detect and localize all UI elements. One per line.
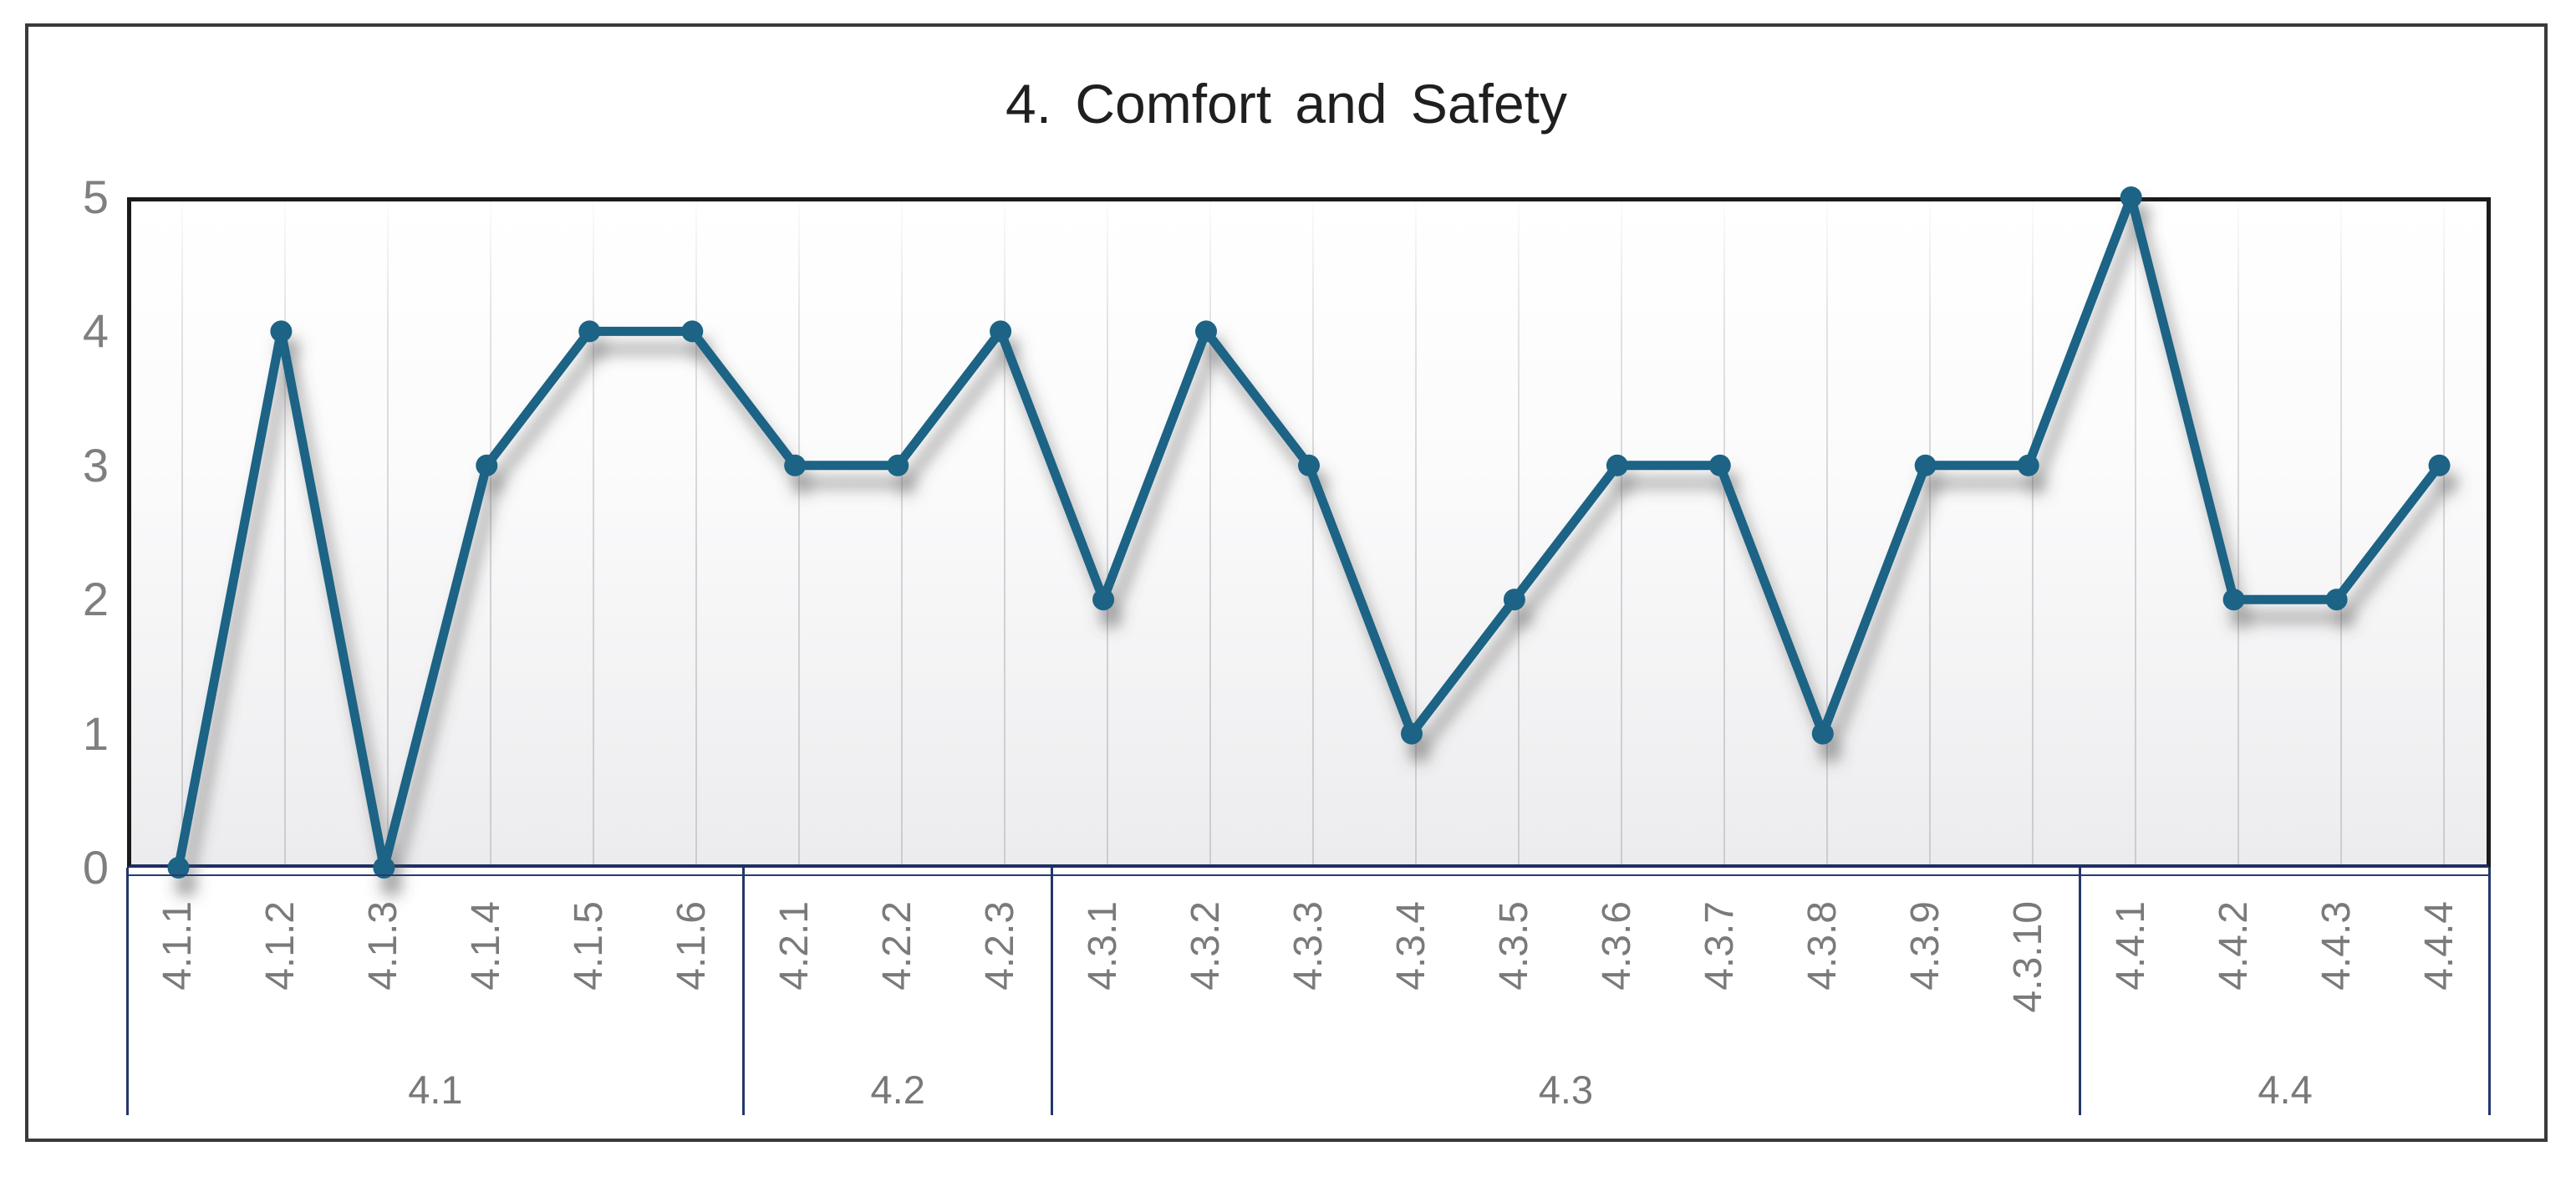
x-category-label: 4.3.9: [1902, 901, 1947, 991]
group-separator: [742, 868, 746, 1115]
gridline: [2237, 201, 2239, 864]
gridline: [1620, 201, 1622, 864]
group-label: 4.2: [870, 1067, 925, 1112]
data-point-marker: [270, 320, 293, 343]
group-separator: [125, 868, 129, 1115]
data-point-marker: [578, 320, 601, 343]
group-label: 4.1: [408, 1067, 463, 1112]
gridline: [1928, 201, 1931, 864]
series-line: [174, 192, 2444, 873]
x-category-label: 4.3.4: [1388, 901, 1433, 991]
group-label: 4.3: [1538, 1067, 1594, 1112]
gridline: [1517, 201, 1520, 864]
x-category-label: 4.3.7: [1697, 901, 1742, 991]
category-axis-underline: [127, 874, 2491, 876]
x-category-label: 4.3.3: [1286, 901, 1331, 991]
data-point-marker: [1092, 588, 1115, 611]
group-separator: [1051, 868, 1054, 1115]
gridline: [1209, 201, 1212, 864]
data-point-marker: [1298, 454, 1320, 476]
x-category-label: 4.3.1: [1081, 901, 1126, 991]
data-point-marker: [476, 454, 498, 476]
x-category-label: 4.3.2: [1184, 901, 1229, 991]
plot-area: [127, 197, 2491, 868]
chart-figure: 4. Comfort and Safety 5 4 3 2 1 0 4.1.1 4.1.2 4…: [25, 23, 2548, 1142]
gridline: [2339, 201, 2342, 864]
x-category-label: 4.1.2: [258, 901, 303, 991]
gridline: [593, 201, 595, 864]
group-label: 4.4: [2258, 1067, 2313, 1112]
gridline: [181, 201, 184, 864]
y-tick-label: 1: [82, 706, 109, 760]
data-point-marker: [2120, 186, 2142, 208]
data-point-marker: [784, 454, 807, 476]
data-point-marker: [1401, 722, 1423, 745]
x-category-label: 4.1.5: [567, 901, 612, 991]
data-point-marker: [1195, 320, 1217, 343]
gridline: [1414, 201, 1417, 864]
data-point-marker: [373, 857, 395, 879]
x-category-label: 4.4.4: [2416, 901, 2461, 991]
gridline: [1825, 201, 1828, 864]
y-tick-label: 0: [82, 841, 109, 894]
group-separator: [2488, 868, 2491, 1115]
gridline: [2031, 201, 2034, 864]
y-tick-label: 3: [82, 438, 109, 492]
y-tick-label: 5: [82, 171, 109, 223]
data-point-marker: [681, 320, 704, 343]
gridline: [2442, 201, 2445, 864]
gridline: [901, 201, 904, 864]
x-category-label: 4.3.10: [2005, 901, 2050, 1013]
group-separator: [2078, 868, 2081, 1115]
x-category-label: 4.3.8: [1800, 901, 1845, 991]
x-category-label: 4.4.1: [2108, 901, 2153, 991]
data-point-marker: [2325, 588, 2348, 611]
data-point-marker: [1914, 454, 1937, 476]
data-point-marker: [2222, 588, 2245, 611]
gridline: [1004, 201, 1006, 864]
data-point-marker: [2017, 454, 2039, 476]
x-category-label: 4.1.1: [155, 901, 201, 991]
gridline: [1107, 201, 1109, 864]
data-point-marker: [887, 454, 909, 476]
data-point-marker: [1606, 454, 1628, 476]
gridline: [490, 201, 492, 864]
data-point-marker: [1503, 588, 1525, 611]
y-tick-label: 4: [82, 304, 109, 358]
gridline: [387, 201, 389, 864]
data-point-marker: [2428, 454, 2451, 476]
x-category-label: 4.1.6: [669, 901, 715, 991]
y-tick-label: 2: [82, 573, 109, 626]
data-series: [167, 186, 2451, 879]
data-point-marker: [1811, 722, 1834, 745]
gridline: [1312, 201, 1314, 864]
chart-title: 4. Comfort and Safety: [1005, 73, 1567, 135]
gridline: [695, 201, 698, 864]
gridline: [284, 201, 287, 864]
gridline: [1723, 201, 1725, 864]
gridline: [2134, 201, 2136, 864]
data-point-marker: [990, 320, 1012, 343]
line-series-canvas: [167, 186, 2451, 879]
data-point-marker: [167, 857, 190, 879]
gridline: [798, 201, 801, 864]
data-point-marker: [1708, 454, 1731, 476]
